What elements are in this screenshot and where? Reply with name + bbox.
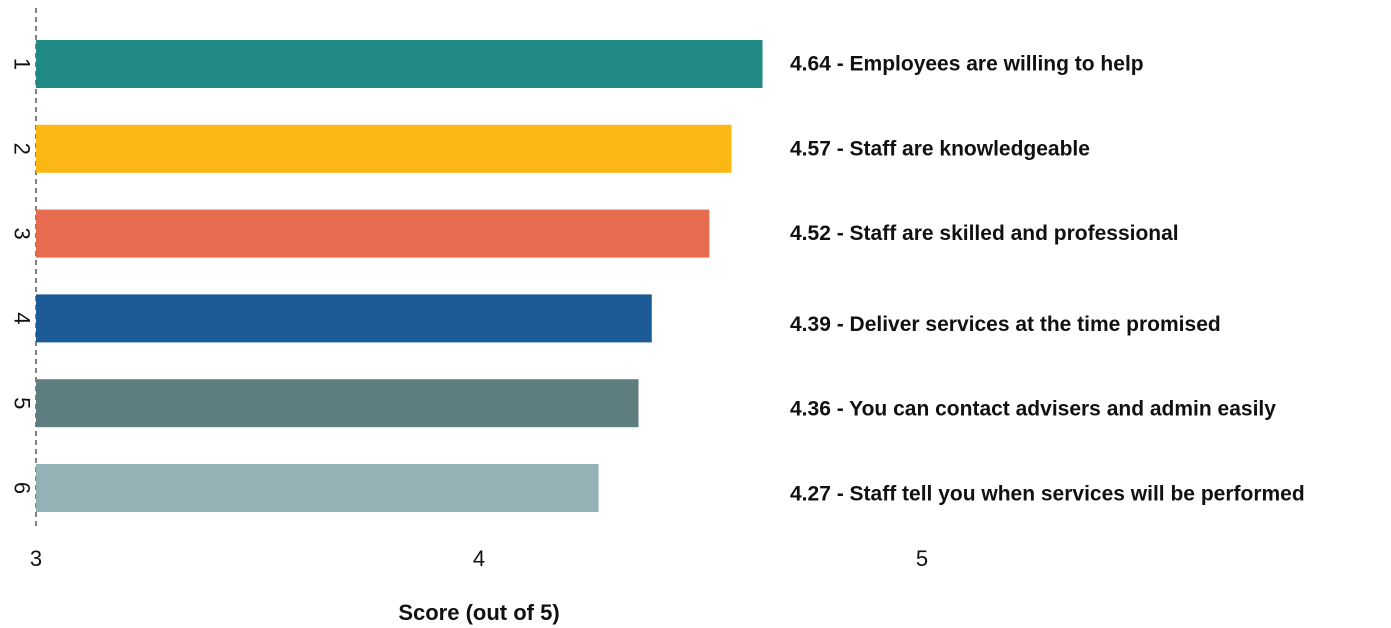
- bars-layer: [36, 40, 763, 512]
- data-label-1: 4.64 - Employees are willing to help: [790, 53, 1144, 76]
- bar-2: [36, 124, 732, 173]
- rank-labels: 1 2 3 4 5 6: [10, 58, 35, 494]
- rank-label-2: 2: [10, 143, 35, 155]
- bar-4: [36, 294, 652, 343]
- data-label-4: 4.39 - Deliver services at the time prom…: [790, 313, 1221, 336]
- bar-3: [36, 209, 710, 258]
- rank-label-4: 4: [10, 312, 35, 324]
- rank-label-5: 5: [10, 397, 35, 409]
- bar-6: [36, 464, 599, 512]
- rank-label-6: 6: [10, 482, 35, 494]
- bar-1: [36, 40, 763, 88]
- data-label-2: 4.57 - Staff are knowledgeable: [790, 137, 1090, 160]
- data-label-5: 4.36 - You can contact advisers and admi…: [790, 398, 1276, 421]
- data-labels: 4.64 - Employees are willing to help 4.57…: [790, 53, 1305, 506]
- data-label-6: 4.27 - Staff tell you when services will…: [790, 483, 1305, 506]
- rank-label-1: 1: [10, 58, 35, 70]
- data-label-3: 4.52 - Staff are skilled and professiona…: [790, 222, 1179, 245]
- x-axis-ticks: 3 4 5: [30, 546, 928, 571]
- x-tick-5: 5: [916, 546, 928, 571]
- bar-5: [36, 379, 639, 428]
- x-tick-4: 4: [473, 546, 485, 571]
- x-axis-title: Score (out of 5): [398, 600, 559, 625]
- x-tick-3: 3: [30, 546, 42, 571]
- rank-label-3: 3: [10, 227, 35, 239]
